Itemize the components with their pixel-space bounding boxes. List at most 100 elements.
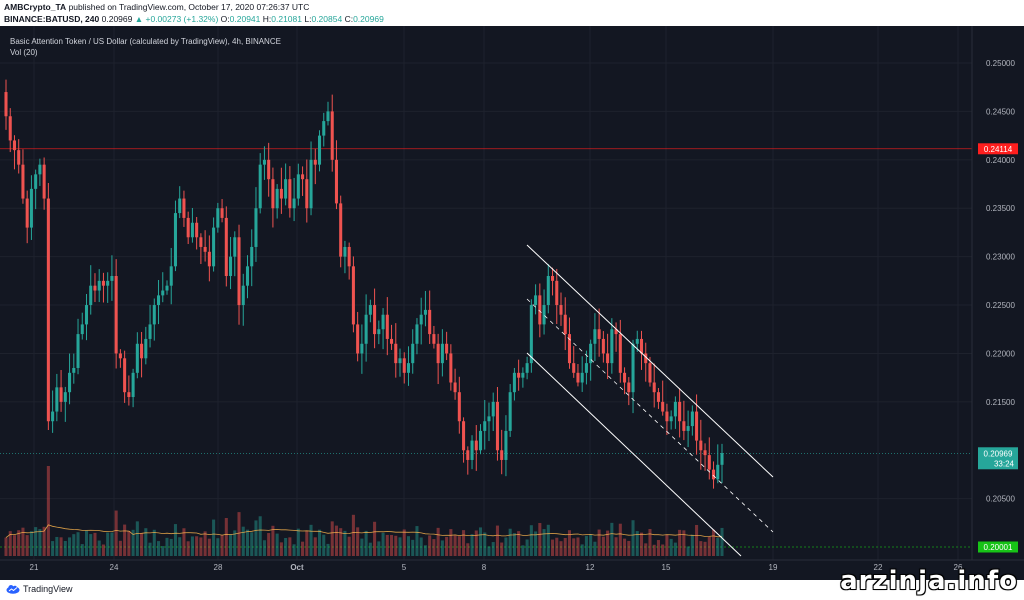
channel-lower-line[interactable] [526,352,742,557]
ohlc-close-label: C: [344,14,354,24]
last-price-badge [978,447,1018,470]
candle-body [555,280,559,306]
candle-body [250,246,254,267]
volume-bar [661,544,665,556]
chart-pane[interactable] [0,26,1024,580]
volume-bar [695,524,699,556]
volume-bar [631,520,635,556]
candle-body [601,338,605,354]
candle-body [716,464,720,480]
volume-bar [220,534,224,556]
volume-bar [275,533,279,556]
candle-body [110,276,114,281]
volume-bar [690,534,694,556]
candle-body [262,159,266,165]
volume-bar [644,543,648,556]
candle-body [394,343,398,364]
candle-body [101,280,105,286]
volume-bar [271,525,275,556]
volume-bar [635,531,639,556]
candle-body [419,314,423,325]
series-title[interactable]: Basic Attention Token / US Dollar (calcu… [10,37,281,46]
x-tick-label: Oct [290,563,304,572]
price-line-badge [978,541,1018,553]
volume-bar [301,541,305,556]
volume-bar [555,537,559,556]
volume-bar [623,538,627,556]
price-axis[interactable]: 0.25000 0.24500 0.24000 0.23500 0.23000 0.225… [971,26,1015,560]
trend-channel-drawing[interactable] [526,244,774,557]
candle-body [445,343,449,354]
candle-body [466,450,470,460]
time-axis[interactable]: 21 24 28 Oct 5 8 12 15 19 22 26 [0,559,1024,572]
candle-body [606,353,610,364]
candle-body [462,421,466,451]
chart-legend: Basic Attention Token / US Dollar (calcu… [10,36,281,58]
volume-bar [46,466,50,556]
candle-body [534,295,538,306]
volume-bar [322,534,326,556]
candle-body [449,353,453,383]
candle-body [135,343,139,373]
publisher-name[interactable]: AMBCrypto_TA [4,2,67,12]
candle-body [644,353,648,364]
watermark-text: arzinja.info [840,566,1018,596]
volume-bar [42,526,46,556]
candle-body [635,338,639,344]
candle-body [220,208,224,218]
volume-bar [29,531,33,556]
x-tick-label: 24 [110,563,119,572]
candle-body [72,367,76,373]
candle-body [457,392,461,422]
x-tick-label: 21 [30,563,39,572]
volume-bar [495,525,499,556]
candle-body [423,309,427,315]
candle-body [165,285,169,291]
price-line-badge-label: 0.20001 [984,543,1013,552]
volume-bar [584,535,588,556]
volume-bar [110,532,114,556]
candle-body [76,334,80,368]
candle-body [639,338,644,354]
volume-bar [309,524,313,556]
candle-body [305,179,309,209]
volume-bar [652,544,656,556]
candle-body [436,343,440,364]
y-tick-label: 0.22500 [986,301,1015,310]
volume-bar [440,540,444,556]
candle-body [131,372,135,398]
tradingview-logo[interactable]: TradingView [6,582,73,596]
volume-bar [93,532,97,556]
volume-bar [288,537,292,556]
candle-body [309,159,313,209]
volume-bar [669,538,673,556]
candle-body [140,343,144,359]
volume-ma-line [5,524,723,538]
ohlc-low-value: 0.20854 [311,14,343,24]
candle-body [504,430,508,460]
volume-bar [140,533,144,556]
volume-bar [483,532,487,556]
volume-bar [262,540,266,556]
candle-body [368,305,372,315]
candle-body [648,363,652,383]
volume-bar [673,542,677,556]
volume-indicator-label[interactable]: Vol (20) [10,48,38,57]
y-tick-label: 0.20500 [986,495,1015,504]
candle-layer [4,79,724,489]
volume-bar [390,535,394,556]
volume-bar [4,537,8,556]
volume-bar [504,537,508,556]
candle-body [572,363,576,373]
volume-bar [152,529,156,556]
channel-mid-line[interactable] [526,298,774,533]
channel-upper-line[interactable] [526,244,774,478]
candle-body [334,159,338,204]
volume-bar [182,528,186,556]
volume-bar [169,538,173,556]
volume-bar [606,530,610,556]
volume-bar [330,521,334,556]
candle-body [186,217,190,238]
price-line-badge [978,143,1018,155]
